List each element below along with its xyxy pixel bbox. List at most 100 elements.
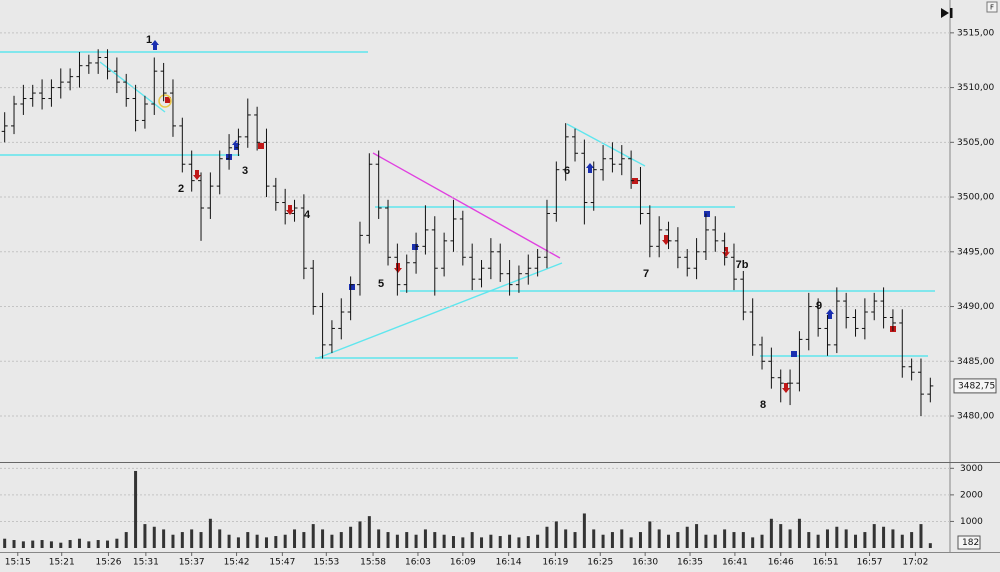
x-tick-label: 15:26: [95, 558, 121, 568]
volume-bar: [882, 526, 886, 548]
x-tick-label: 16:46: [768, 558, 794, 568]
volume-bar: [910, 532, 914, 548]
buy-marker: [412, 244, 418, 250]
volume-bar: [124, 532, 128, 548]
volume-bar: [498, 536, 502, 548]
x-tick-label: 15:53: [313, 558, 339, 568]
x-tick-label: 15:42: [224, 558, 250, 568]
volume-bar: [134, 470, 138, 548]
volume-bar: [807, 532, 811, 548]
volume-bar: [77, 538, 81, 548]
x-tick-label: 16:57: [857, 558, 883, 568]
volume-bar: [414, 534, 418, 548]
wave-label: 8: [760, 399, 766, 411]
volume-bar: [517, 537, 521, 548]
volume-bar: [49, 541, 53, 548]
play-icon: [941, 8, 949, 18]
f-button-label: F: [990, 4, 994, 12]
volume-bar: [657, 529, 661, 548]
highlight-circle: [158, 94, 172, 108]
volume-bar: [302, 532, 306, 548]
x-tick-label: 16:19: [542, 558, 568, 568]
volume-bar: [891, 529, 895, 548]
x-tick-label: 16:41: [722, 558, 748, 568]
trend-line: [372, 152, 561, 259]
last-price-box: [953, 378, 997, 394]
y-tick-label: 3480,00: [957, 412, 994, 422]
volume-bar: [246, 532, 250, 548]
volume-bar: [816, 534, 820, 548]
volume-bar: [695, 524, 699, 548]
volume-bar: [423, 529, 427, 548]
volume-bar: [610, 532, 614, 548]
volume-bar: [21, 541, 25, 548]
sell-arrow: [193, 170, 201, 180]
volume-bar: [31, 540, 35, 548]
f-button-box: [986, 1, 998, 13]
wave-label: 9: [816, 300, 822, 312]
x-tick-label: 15:21: [49, 558, 75, 568]
volume-bar: [367, 516, 371, 548]
volume-bar: [536, 534, 540, 548]
f-button[interactable]: F: [986, 1, 998, 13]
volume-bar: [180, 532, 184, 548]
volume-bar: [330, 534, 334, 548]
x-tick-label: 15:58: [360, 558, 386, 568]
volume-bar: [199, 532, 203, 548]
trend-line: [317, 262, 563, 359]
volume-bar: [797, 518, 801, 548]
last-volume-box: [957, 535, 981, 550]
drawings: [0, 51, 935, 359]
volume-bar: [620, 529, 624, 548]
y-tick-label: 3500,00: [957, 193, 994, 203]
sell-marker: [165, 97, 171, 103]
volume-bar: [573, 532, 577, 548]
volume-bar: [87, 541, 91, 548]
y-tick-label: 3490,00: [957, 302, 994, 312]
volume-bar: [255, 534, 259, 548]
x-tick-label: 15:47: [269, 558, 295, 568]
buy-arrow: [826, 309, 834, 319]
volume-bar: [283, 534, 287, 548]
x-tick-label: 16:30: [632, 558, 658, 568]
y-tick-label: 3510,00: [957, 83, 994, 93]
y-tick-label: 3505,00: [957, 138, 994, 148]
volume-bar: [760, 534, 764, 548]
volume-bar: [171, 534, 175, 548]
volume-bar: [526, 536, 530, 548]
buy-marker: [349, 284, 355, 290]
volume-bar: [236, 537, 240, 548]
wave-label: 2: [178, 183, 184, 195]
volume-bar: [835, 526, 839, 548]
volume-bar: [480, 537, 484, 548]
volume-bar: [227, 534, 231, 548]
volume-bar: [208, 518, 212, 548]
volume-bar: [12, 540, 16, 548]
volume-bar: [751, 537, 755, 548]
wave-label: 5: [378, 278, 384, 290]
volume-bar: [900, 534, 904, 548]
volume-bar: [554, 521, 558, 548]
volume-bar: [59, 542, 63, 548]
wave-label: 4: [304, 209, 311, 221]
volume-bar: [349, 526, 353, 548]
sell-arrow: [782, 383, 790, 393]
x-tick-label: 16:09: [450, 558, 476, 568]
signals: [151, 40, 896, 393]
play-button[interactable]: [941, 8, 953, 18]
volume-bar: [844, 529, 848, 548]
y-tick-label: 3485,00: [957, 357, 994, 367]
sell-arrow: [394, 263, 402, 273]
sell-marker: [258, 143, 264, 149]
play-icon: [950, 8, 953, 18]
volume-bar: [648, 521, 652, 548]
volume-bar: [545, 526, 549, 548]
y-tick-label: 2000: [960, 490, 983, 500]
y-tick-label: 3495,00: [957, 247, 994, 257]
x-tick-label: 16:25: [587, 558, 613, 568]
volume-bar: [685, 526, 689, 548]
volume-bar: [872, 524, 876, 548]
volume-bar: [667, 534, 671, 548]
last-price-label: 3482,75: [958, 381, 995, 391]
volume-bar: [863, 532, 867, 548]
